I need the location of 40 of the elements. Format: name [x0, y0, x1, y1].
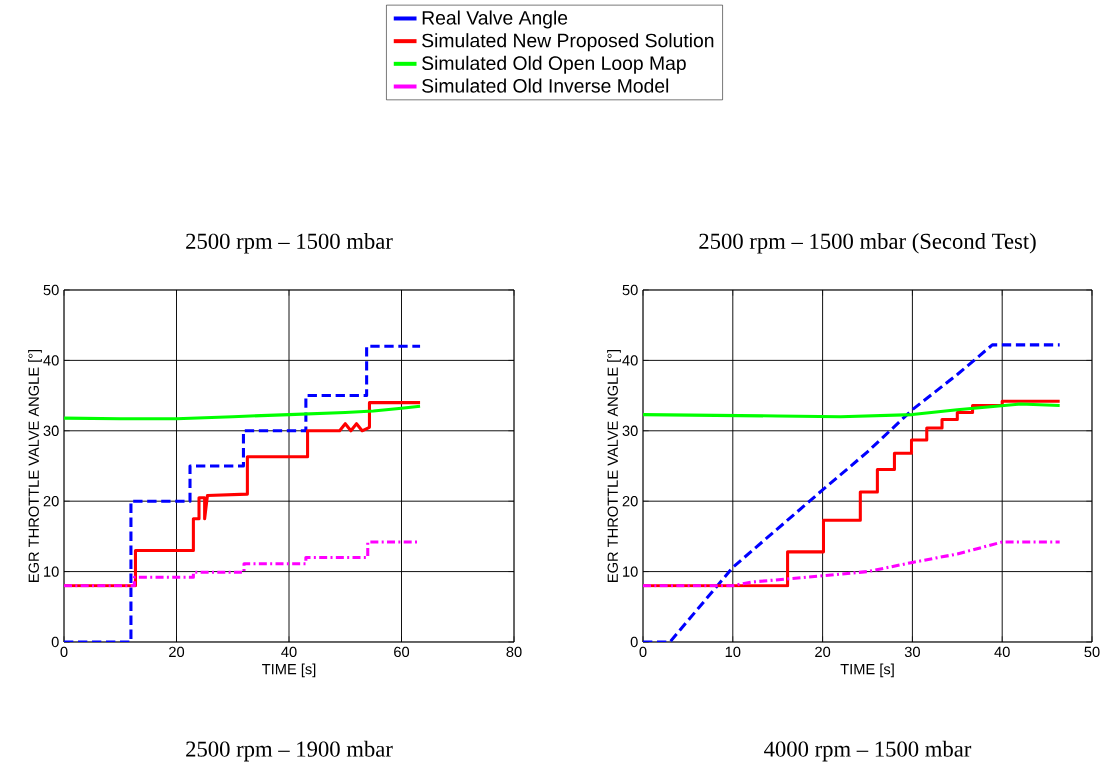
line-series — [643, 343, 1062, 642]
legend-label: Simulated Old Inverse Model — [422, 78, 669, 93]
line-series — [64, 404, 422, 421]
x-tick-label: 80 — [506, 646, 522, 658]
y-axis-title: EGR THROTTLE VALVE ANGLE [°] — [607, 349, 621, 582]
x-tick-label: 40 — [281, 646, 297, 658]
x-tick-label: 30 — [904, 646, 920, 658]
chart-title: 2500 rpm – 1500 mbar (Second Test) — [699, 232, 1036, 254]
y-tick-label: 10 — [623, 566, 638, 577]
line-series — [643, 402, 1062, 419]
y-tick-label: 50 — [43, 284, 59, 296]
y-axis-title: EGR THROTTLE VALVE ANGLE [°] — [28, 349, 42, 582]
y-tick-label: 30 — [622, 425, 638, 436]
line-series — [643, 540, 1062, 588]
legend-label: Simulated Old Open Loop Map — [422, 55, 686, 74]
y-tick-label: 10 — [44, 566, 59, 577]
x-tick-label: 10 — [725, 646, 741, 658]
line-series — [64, 344, 422, 642]
y-tick-label: 20 — [622, 496, 638, 507]
y-tick-label: 0 — [630, 636, 638, 648]
y-tick-label: 20 — [43, 496, 59, 507]
x-tick-label: 0 — [639, 646, 647, 658]
text: 4000 rpm – 1500 mbar — [764, 740, 972, 762]
y-tick-label: 40 — [622, 355, 638, 366]
text: 2500 rpm – 1900 mbar — [186, 740, 393, 762]
x-tick-label: 40 — [994, 646, 1010, 658]
legend-label: Simulated New Proposed Solution — [422, 33, 714, 52]
legend-label: Real Valve Angle — [422, 10, 568, 29]
x-tick-label: 50 — [1084, 646, 1100, 658]
chart-title: 2500 rpm – 1500 mbar — [186, 232, 393, 254]
x-tick-label: 20 — [169, 646, 185, 658]
y-tick-label: 40 — [43, 355, 59, 366]
y-tick-label: 0 — [51, 636, 59, 648]
x-tick-label: 60 — [394, 646, 410, 658]
x-axis-title: TIME [s] — [840, 663, 894, 678]
y-tick-label: 30 — [43, 425, 59, 436]
x-axis-title: TIME [s] — [262, 663, 316, 678]
y-tick-label: 50 — [622, 284, 638, 296]
x-tick-label: 20 — [815, 646, 831, 658]
x-tick-label: 0 — [60, 646, 68, 658]
